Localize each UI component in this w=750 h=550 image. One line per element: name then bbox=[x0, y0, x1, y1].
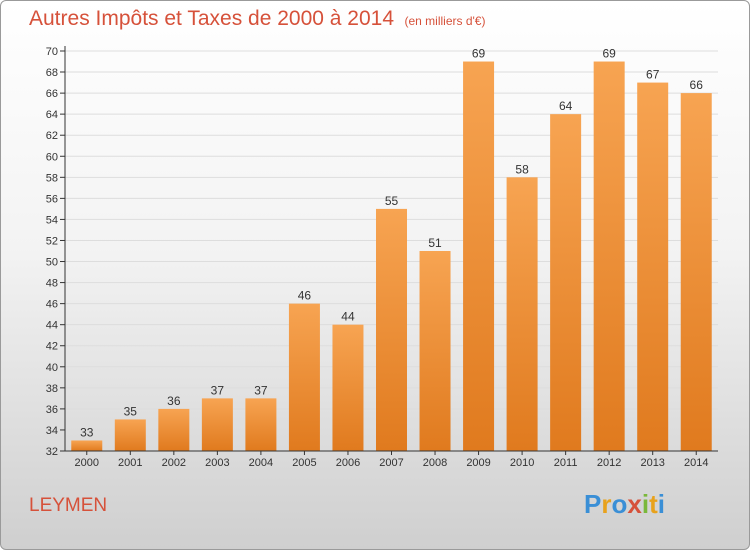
x-tick-label: 2009 bbox=[466, 457, 490, 469]
logo-letter: P bbox=[584, 489, 602, 519]
y-tick-label: 42 bbox=[46, 341, 58, 353]
bar-value-label: 67 bbox=[646, 68, 660, 82]
bar-value-label: 37 bbox=[211, 383, 225, 397]
proxiti-logo: Proxiti bbox=[584, 489, 665, 520]
bar-2000 bbox=[71, 440, 103, 451]
y-tick-label: 56 bbox=[46, 193, 58, 205]
x-tick-label: 2010 bbox=[510, 457, 534, 469]
y-tick-label: 66 bbox=[46, 88, 58, 100]
bar-2005 bbox=[288, 303, 320, 451]
chart-title: Autres Impôts et Taxes de 2000 à 2014 bbox=[29, 7, 395, 30]
commune-name: LEYMEN bbox=[29, 495, 108, 516]
bar-2014 bbox=[680, 93, 712, 452]
bar-2008 bbox=[419, 251, 451, 451]
bar-value-label: 58 bbox=[515, 162, 529, 176]
bar-value-label: 33 bbox=[80, 425, 94, 439]
x-tick-label: 2002 bbox=[162, 457, 186, 469]
chart-subtitle: (en milliers d'€) bbox=[404, 14, 486, 28]
bar-2009 bbox=[463, 61, 495, 452]
y-tick-label: 44 bbox=[46, 320, 58, 332]
bar-value-label: 55 bbox=[385, 194, 399, 208]
y-tick-label: 58 bbox=[46, 172, 58, 184]
bar-value-label: 69 bbox=[602, 47, 616, 61]
bar-layer: 33 35 36 37 37 46 44 55 51 69 58 64 69 67 66 bbox=[71, 47, 712, 452]
bar-value-label: 46 bbox=[298, 289, 312, 303]
x-tick-label: 2008 bbox=[423, 457, 447, 469]
y-tick-label: 64 bbox=[46, 109, 58, 121]
y-tick-label: 36 bbox=[46, 404, 58, 416]
bar-value-label: 36 bbox=[167, 394, 181, 408]
bar-2013 bbox=[637, 82, 669, 451]
y-tick-label: 48 bbox=[46, 278, 58, 290]
bar-2004 bbox=[245, 398, 277, 451]
x-tick-label: 2006 bbox=[336, 457, 360, 469]
logo-letter: o bbox=[611, 489, 628, 519]
logo-letter: i bbox=[657, 489, 665, 519]
x-tick-label: 2014 bbox=[684, 457, 708, 469]
bar-2007 bbox=[376, 208, 407, 451]
bar-2001 bbox=[114, 419, 146, 451]
y-tick-label: 38 bbox=[46, 383, 58, 395]
y-tick-label: 32 bbox=[46, 446, 58, 458]
y-tick-label: 40 bbox=[46, 362, 58, 374]
y-tick-label: 50 bbox=[46, 257, 58, 269]
x-tick-label: 2011 bbox=[554, 457, 578, 469]
x-tick-label: 2001 bbox=[118, 457, 142, 469]
chart-title-block: Autres Impôts et Taxes de 2000 à 2014 (e… bbox=[29, 7, 485, 31]
bar-2011 bbox=[550, 114, 582, 451]
bar-value-label: 64 bbox=[559, 99, 573, 113]
y-tick-label: 34 bbox=[46, 425, 58, 437]
y-tick-label: 68 bbox=[46, 67, 58, 79]
bar-2012 bbox=[593, 61, 625, 452]
bar-value-label: 44 bbox=[341, 310, 355, 324]
y-tick-label: 70 bbox=[46, 46, 58, 58]
y-tick-label: 60 bbox=[46, 151, 58, 163]
y-tick-label: 46 bbox=[46, 299, 58, 311]
bar-value-label: 69 bbox=[472, 47, 486, 61]
bar-2006 bbox=[332, 324, 364, 451]
x-tick-label: 2004 bbox=[249, 457, 273, 469]
axis-layer: 32 34 36 38 40 42 44 46 48 50 52 54 56 58 60 62 64 66 68 70… bbox=[46, 46, 718, 469]
x-tick-label: 2007 bbox=[379, 457, 403, 469]
logo-letter: r bbox=[601, 489, 612, 519]
y-tick-label: 52 bbox=[46, 235, 58, 247]
bar-2010 bbox=[506, 177, 538, 451]
x-tick-label: 2003 bbox=[205, 457, 229, 469]
logo-letter: t bbox=[649, 489, 658, 519]
bar-value-label: 51 bbox=[428, 236, 442, 250]
bar-2003 bbox=[201, 398, 233, 451]
y-tick-label: 62 bbox=[46, 130, 58, 142]
bar-value-label: 35 bbox=[124, 404, 138, 418]
x-tick-label: 2012 bbox=[597, 457, 621, 469]
logo-letter: i bbox=[641, 489, 650, 519]
y-tick-label: 54 bbox=[46, 214, 58, 226]
bar-value-label: 66 bbox=[690, 78, 704, 92]
bar-value-label: 37 bbox=[254, 383, 268, 397]
logo-letter: x bbox=[627, 489, 642, 519]
x-tick-label: 2005 bbox=[292, 457, 316, 469]
bar-2002 bbox=[158, 408, 190, 451]
x-tick-label: 2000 bbox=[75, 457, 99, 469]
x-tick-label: 2013 bbox=[640, 457, 664, 469]
